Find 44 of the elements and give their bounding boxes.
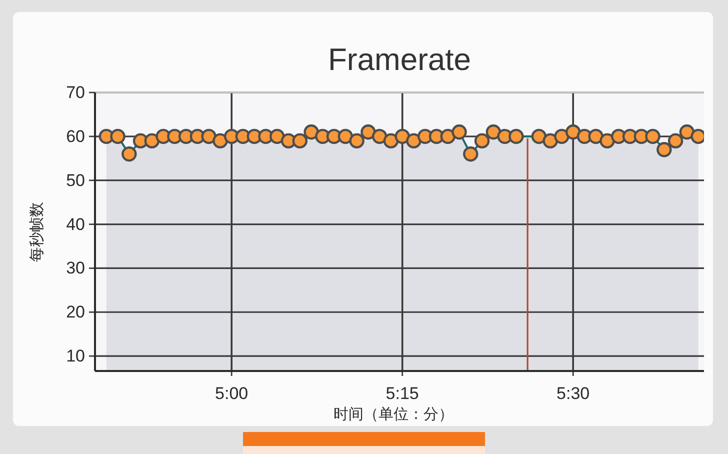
y-tick-label: 40 (66, 214, 85, 234)
point (542, 133, 558, 148)
point (201, 128, 216, 144)
x-tick-label: 5:30 (556, 384, 590, 403)
point (645, 128, 660, 144)
point (304, 124, 319, 140)
point (270, 128, 285, 144)
point (394, 128, 410, 144)
point (144, 133, 160, 148)
x-tick-label: 5:15 (386, 384, 419, 403)
point (110, 128, 126, 144)
point (565, 124, 581, 140)
point (212, 133, 228, 148)
y-tick-label: 20 (66, 302, 85, 322)
y-tick-label: 60 (66, 126, 85, 146)
y-tick-label: 30 (66, 258, 85, 278)
y-tick-label: 50 (66, 170, 85, 190)
point (679, 124, 695, 140)
point (440, 128, 456, 144)
point (554, 128, 570, 144)
y-tick-label: 70 (66, 83, 85, 102)
point (292, 133, 308, 148)
x-axis-title: 时间（单位：分） (334, 406, 454, 423)
point (486, 124, 502, 140)
x-tick-label: 5:00 (215, 384, 248, 403)
point (338, 128, 354, 144)
point (360, 124, 376, 140)
chart-title: Framerate (328, 42, 471, 77)
point (668, 133, 684, 148)
point (349, 133, 364, 148)
point (656, 142, 672, 158)
point (508, 128, 524, 144)
y-axis-title: 每秒帧数 (28, 202, 46, 262)
y-tick-label: 10 (66, 346, 85, 366)
point (588, 128, 604, 144)
point (600, 133, 615, 148)
point (463, 146, 478, 162)
point (406, 133, 422, 148)
point (383, 133, 399, 148)
point (474, 133, 490, 148)
point (531, 128, 547, 144)
point (122, 146, 137, 162)
point (452, 124, 467, 140)
point (372, 128, 388, 144)
